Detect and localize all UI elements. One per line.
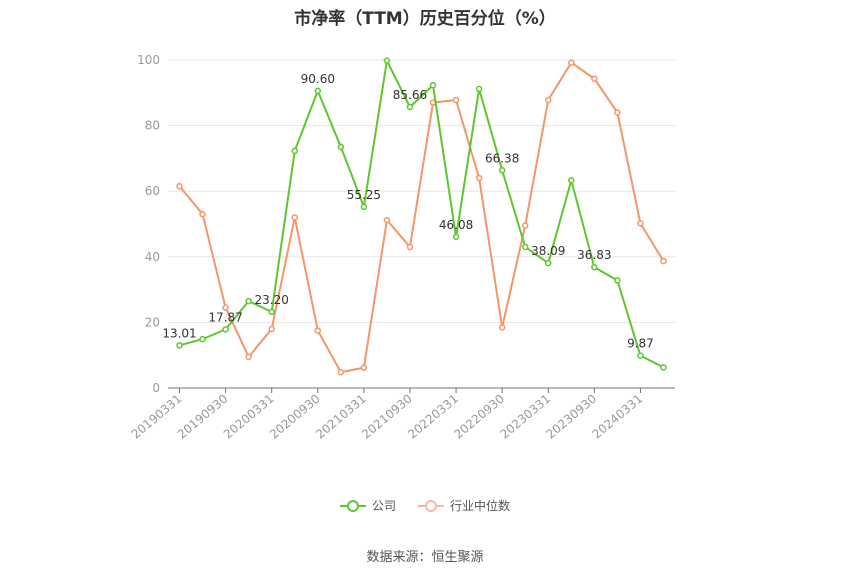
data-label-company: 17.87 xyxy=(208,310,242,324)
data-point-industry-median xyxy=(291,214,298,221)
data-point-company xyxy=(360,203,368,211)
data-point-industry-median xyxy=(614,109,621,116)
legend-item-industry-median[interactable]: 行业中位数 xyxy=(418,497,510,514)
legend-label-company: 公司 xyxy=(371,499,396,513)
x-tick-label: 20230930 xyxy=(543,392,599,442)
data-point-industry-median xyxy=(498,324,506,331)
y-tick-label: 0 xyxy=(152,381,160,395)
x-tick-label: 20210331 xyxy=(313,392,369,442)
x-tick-label: 20190930 xyxy=(175,392,231,442)
data-point-industry-median xyxy=(568,59,575,66)
x-tick-label: 20230331 xyxy=(497,392,553,442)
data-point-company xyxy=(521,243,529,251)
data-label-company: 23.20 xyxy=(255,293,289,307)
y-tick-label: 40 xyxy=(145,250,160,264)
data-point-industry-median xyxy=(660,257,667,265)
legend-item-company[interactable]: 公司 xyxy=(339,497,396,514)
source-note: 数据来源：恒生聚源 xyxy=(366,550,484,565)
y-tick-label: 100 xyxy=(137,53,160,67)
data-point-industry-median xyxy=(222,304,229,311)
data-point-company xyxy=(637,352,644,359)
data-point-industry-median xyxy=(337,369,345,376)
data-point-industry-median xyxy=(314,327,322,334)
data-point-company xyxy=(268,308,275,316)
data-point-company xyxy=(245,297,252,305)
legend-label-industry-median: 行业中位数 xyxy=(450,499,511,513)
data-point-industry-median xyxy=(521,222,529,229)
data-label-company: 9.87 xyxy=(627,337,654,351)
series-line-company xyxy=(179,59,664,369)
data-point-industry-median xyxy=(475,174,483,182)
data-label-company: 36.83 xyxy=(577,248,611,262)
x-tick-label: 20240331 xyxy=(590,392,646,442)
data-point-company xyxy=(383,57,391,64)
data-point-industry-median xyxy=(406,243,414,251)
y-tick-label: 80 xyxy=(145,119,160,133)
data-label-company: 85.66 xyxy=(393,88,427,102)
y-tick-label: 60 xyxy=(145,184,160,198)
data-point-company xyxy=(660,364,667,371)
data-label-company: 38.09 xyxy=(531,244,565,258)
data-label-company: 55.25 xyxy=(347,188,381,202)
x-tick-label: 20210930 xyxy=(359,392,415,442)
x-tick-label: 20200331 xyxy=(221,392,277,442)
data-point-company xyxy=(475,85,483,93)
data-label-company: 66.38 xyxy=(485,151,519,165)
y-tick-label: 20 xyxy=(145,315,160,329)
data-label-company: 46.08 xyxy=(439,218,473,232)
data-point-industry-median xyxy=(545,96,552,104)
data-point-industry-median xyxy=(452,96,460,104)
data-point-company xyxy=(199,335,206,343)
x-tick-label: 20220930 xyxy=(451,392,507,442)
data-point-company xyxy=(498,167,506,174)
x-tick-label: 20200930 xyxy=(267,392,323,442)
series-line-industry-median xyxy=(178,61,665,374)
data-point-industry-median xyxy=(383,216,391,224)
data-point-company xyxy=(176,342,183,349)
data-label-company: 13.01 xyxy=(162,326,196,340)
chart-title: 市净率（TTM）历史百分位（%） xyxy=(294,9,556,29)
data-point-company xyxy=(614,277,621,284)
data-point-company xyxy=(591,263,598,271)
legend-marker-company xyxy=(339,499,366,512)
data-point-industry-median xyxy=(199,210,206,218)
data-point-industry-median xyxy=(268,325,275,333)
data-point-industry-median xyxy=(591,75,598,82)
legend-marker-industry-median xyxy=(418,499,444,512)
data-point-industry-median xyxy=(176,183,183,190)
data-point-industry-median xyxy=(637,220,644,227)
data-point-company xyxy=(545,259,552,267)
data-point-company xyxy=(337,143,345,151)
x-tick-label: 20220331 xyxy=(405,392,461,442)
data-point-company xyxy=(406,103,414,111)
data-point-company xyxy=(291,147,298,155)
data-point-company xyxy=(568,177,575,184)
data-point-company xyxy=(222,326,229,333)
legend: 公司 行业中位数 xyxy=(0,497,850,514)
data-point-company xyxy=(429,82,437,89)
data-point-company xyxy=(452,233,460,241)
data-point-industry-median xyxy=(245,353,252,361)
data-point-industry-median xyxy=(360,364,368,371)
data-label-company: 90.60 xyxy=(301,72,335,86)
data-point-company xyxy=(314,87,322,95)
x-tick-label: 20190331 xyxy=(129,392,185,442)
